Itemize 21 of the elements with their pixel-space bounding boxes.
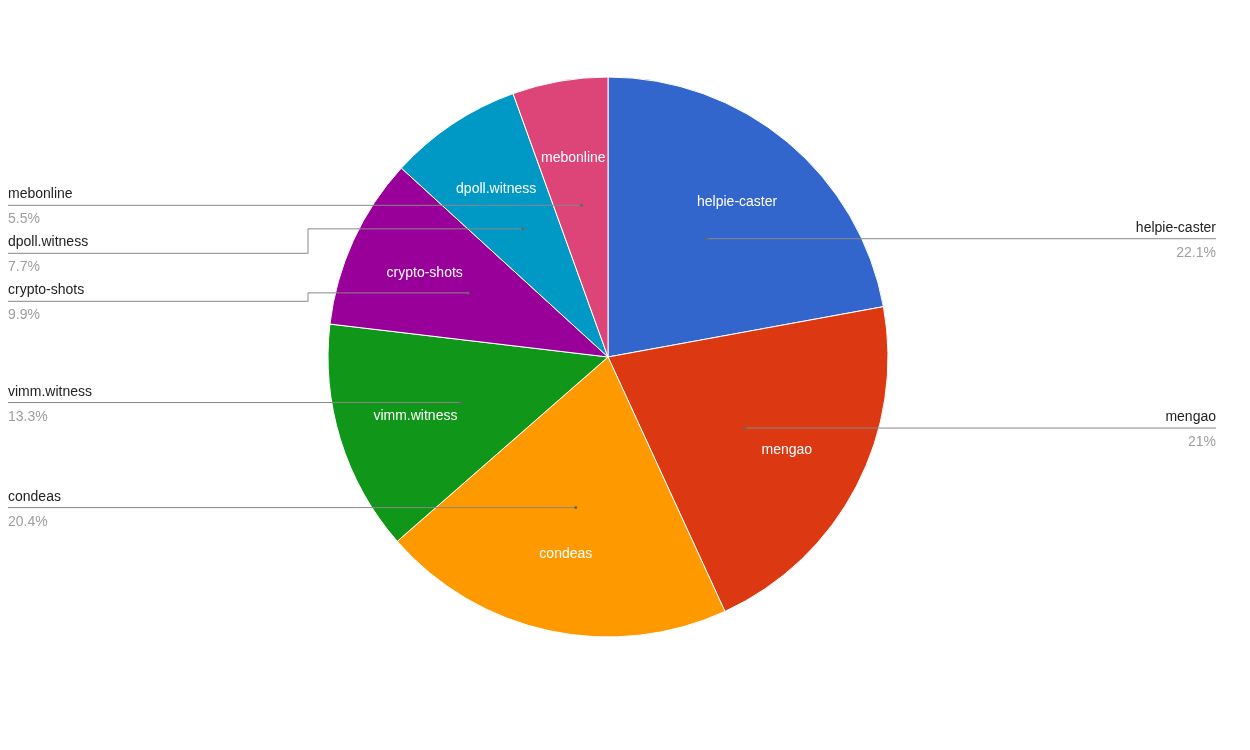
data-label: 9.9%	[8, 306, 40, 323]
data-label: 5.5%	[8, 210, 40, 227]
slice-label: helpie-caster	[697, 192, 778, 209]
slice-label: dpoll.witness	[8, 233, 89, 250]
slice-label: condeas	[539, 544, 593, 561]
data-label: 22.1%	[1176, 243, 1216, 260]
slice-label: vimm.witness	[8, 382, 93, 399]
slice-label: mebonline	[541, 149, 606, 166]
slice-label: crypto-shots	[8, 281, 85, 298]
slice-label: mengao	[1165, 408, 1217, 425]
slice-label: condeas	[8, 487, 61, 504]
data-label: 20.4%	[8, 512, 48, 529]
slice-label: vimm.witness	[373, 407, 458, 424]
data-label: 7.7%	[8, 258, 40, 275]
data-label: 13.3%	[8, 407, 48, 424]
slice-label: mengao	[761, 440, 813, 457]
slice-label: crypto-shots	[386, 263, 463, 280]
data-label: 21%	[1187, 433, 1216, 450]
slice-label: helpie-caster	[1135, 218, 1217, 235]
slice-label: mebonline	[8, 185, 73, 202]
slice-label: dpoll.witness	[456, 179, 537, 196]
